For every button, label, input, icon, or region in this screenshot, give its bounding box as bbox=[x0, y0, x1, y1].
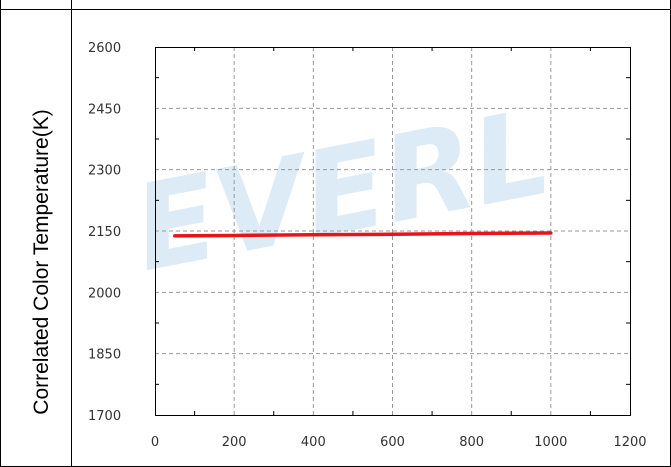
watermark-logo: EVERL bbox=[124, 83, 561, 298]
x-tick-label: 800 bbox=[459, 435, 484, 450]
y-tick-label: 1700 bbox=[88, 409, 121, 424]
axis-minor-ticks bbox=[155, 47, 630, 415]
plot-border bbox=[155, 47, 631, 416]
x-tick-label: 400 bbox=[301, 435, 326, 450]
y-tick-labels: 1700 1850 2000 2150 2300 2450 2600 bbox=[88, 41, 121, 424]
y-tick-label: 2450 bbox=[88, 102, 121, 117]
y-axis-label: Correlated Color Temperature(K) bbox=[30, 109, 53, 414]
y-tick-label: 2300 bbox=[88, 164, 121, 179]
x-tick-label: 200 bbox=[222, 435, 247, 450]
y-tick-label: 2150 bbox=[88, 225, 121, 240]
x-tick-labels: 0 200 400 600 800 1000 1200 bbox=[151, 435, 647, 450]
x-tick-label: 1200 bbox=[613, 435, 646, 450]
x-tick-label: 600 bbox=[380, 435, 405, 450]
gridlines bbox=[155, 47, 630, 415]
y-tick-label: 2000 bbox=[88, 286, 121, 301]
series-group bbox=[173, 231, 553, 238]
x-tick-label: 0 bbox=[151, 435, 159, 450]
series-line bbox=[173, 231, 553, 238]
y-tick-label: 1850 bbox=[88, 348, 121, 363]
x-tick-label: 1000 bbox=[534, 435, 567, 450]
y-tick-label: 2600 bbox=[88, 41, 121, 56]
plot-area: 1700 1850 2000 2150 2300 2450 2600 0 200 400 600 8… bbox=[88, 41, 647, 450]
